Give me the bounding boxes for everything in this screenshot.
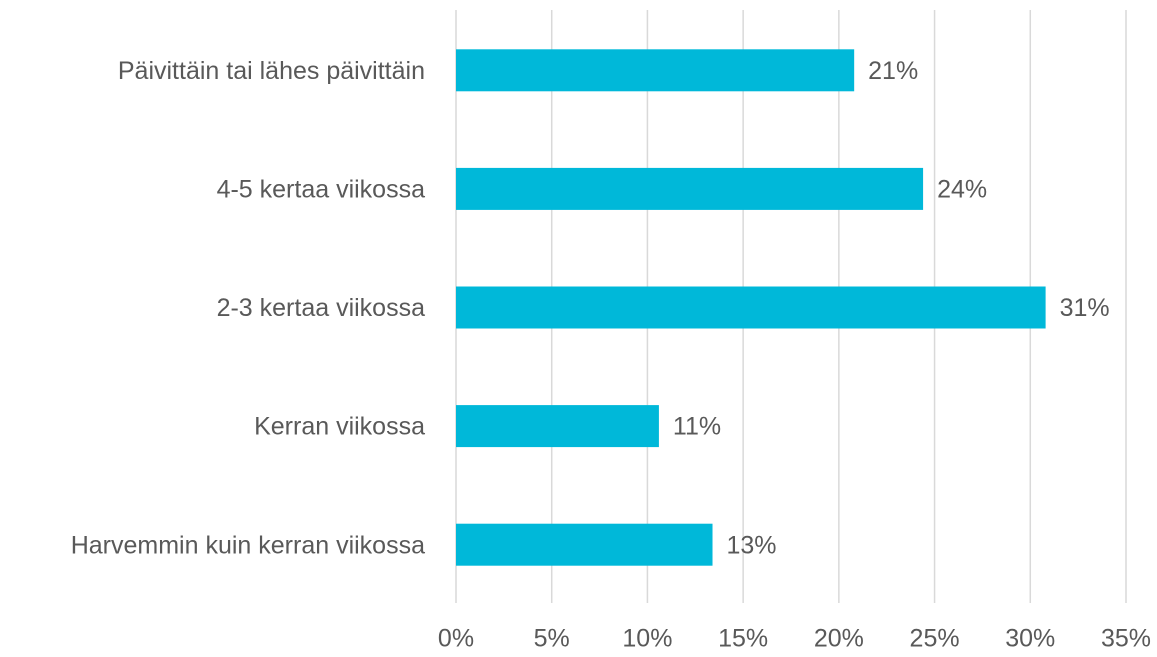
data-label: 11% (673, 413, 721, 441)
x-tick-label: 0% (438, 625, 474, 653)
bar (456, 49, 855, 92)
x-tick-label: 30% (1005, 625, 1055, 653)
data-label: 21% (868, 57, 918, 85)
x-tick-label: 5% (534, 625, 570, 653)
y-tick-label: 2-3 kertaa viikossa (217, 294, 426, 322)
x-tick-label: 35% (1101, 625, 1151, 653)
x-tick-label: 25% (910, 625, 960, 653)
data-label: 13% (727, 531, 777, 559)
y-tick-label: 4-5 kertaa viikossa (217, 176, 426, 204)
bar (456, 286, 1046, 329)
bar (456, 523, 713, 566)
x-tick-label: 20% (814, 625, 864, 653)
y-tick-label: Kerran viikossa (254, 413, 425, 441)
x-tick-label: 10% (622, 625, 672, 653)
bar (456, 167, 924, 210)
y-tick-label: Harvemmin kuin kerran viikossa (71, 531, 425, 559)
data-label: 24% (937, 176, 987, 204)
data-label: 31% (1060, 294, 1110, 322)
y-tick-label: Päivittäin tai lähes päivittäin (118, 57, 425, 85)
x-tick-label: 15% (718, 625, 768, 653)
bar (456, 405, 659, 448)
